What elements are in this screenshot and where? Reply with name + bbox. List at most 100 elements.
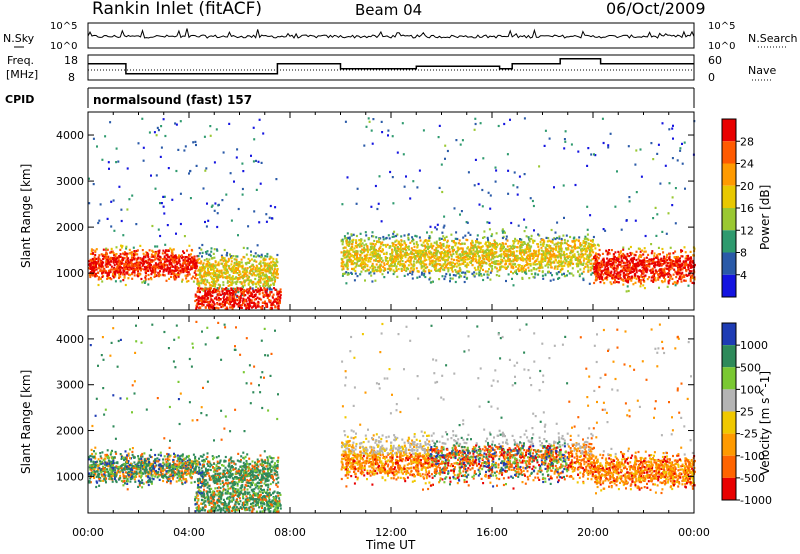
data-point bbox=[571, 267, 574, 270]
data-point bbox=[251, 270, 254, 273]
data-point bbox=[351, 254, 354, 257]
data-point bbox=[513, 263, 516, 266]
data-point bbox=[377, 250, 380, 253]
data-point bbox=[601, 263, 604, 266]
data-point bbox=[491, 264, 494, 268]
data-point bbox=[693, 263, 696, 267]
data-point bbox=[410, 266, 413, 269]
data-point bbox=[108, 261, 111, 264]
data-point bbox=[433, 248, 436, 252]
data-point bbox=[443, 263, 446, 266]
data-point bbox=[570, 272, 573, 275]
data-point bbox=[668, 265, 671, 268]
data-point bbox=[608, 260, 611, 263]
data-point bbox=[375, 263, 378, 266]
data-point bbox=[433, 256, 436, 259]
data-point bbox=[689, 250, 692, 253]
data-point bbox=[227, 284, 230, 287]
data-point bbox=[98, 264, 101, 267]
data-point bbox=[109, 270, 112, 274]
data-point bbox=[438, 238, 441, 241]
noise-panel-frame bbox=[87, 22, 695, 49]
data-point bbox=[134, 253, 137, 256]
data-point bbox=[517, 263, 520, 267]
data-point bbox=[480, 267, 482, 270]
data-point bbox=[417, 250, 420, 253]
data-point bbox=[259, 267, 262, 270]
data-point bbox=[478, 257, 481, 260]
data-point bbox=[505, 262, 507, 265]
data-point bbox=[485, 262, 488, 265]
data-point bbox=[541, 254, 544, 257]
data-point bbox=[491, 261, 493, 264]
data-point bbox=[172, 248, 175, 251]
data-point bbox=[622, 279, 625, 282]
data-point bbox=[683, 279, 686, 282]
data-point bbox=[360, 262, 363, 265]
data-point bbox=[186, 274, 189, 277]
data-point bbox=[610, 265, 613, 269]
data-point bbox=[275, 260, 278, 263]
data-point bbox=[413, 245, 416, 248]
data-point bbox=[137, 267, 140, 270]
data-point bbox=[268, 265, 271, 268]
data-point bbox=[371, 250, 374, 253]
data-point bbox=[582, 240, 585, 243]
data-point bbox=[535, 268, 538, 271]
data-point bbox=[174, 256, 177, 259]
data-point bbox=[544, 252, 547, 255]
data-point bbox=[391, 244, 394, 247]
data-point bbox=[628, 275, 630, 279]
data-point bbox=[348, 243, 351, 246]
data-point bbox=[167, 270, 170, 273]
data-point bbox=[132, 270, 135, 273]
data-point bbox=[184, 266, 187, 269]
data-point bbox=[494, 247, 497, 251]
data-point bbox=[185, 264, 188, 267]
data-point bbox=[257, 254, 260, 257]
data-point bbox=[391, 248, 393, 251]
data-point bbox=[155, 274, 158, 277]
data-point bbox=[498, 269, 501, 272]
data-point bbox=[233, 258, 236, 261]
data-point bbox=[412, 252, 415, 256]
data-point bbox=[448, 248, 451, 251]
data-point bbox=[231, 294, 234, 297]
data-point bbox=[411, 277, 414, 280]
data-point bbox=[545, 236, 548, 239]
data-point bbox=[623, 254, 626, 257]
data-point bbox=[153, 255, 156, 258]
data-point bbox=[232, 271, 235, 274]
data-point bbox=[190, 277, 193, 280]
data-point bbox=[593, 243, 595, 246]
data-point bbox=[462, 252, 464, 255]
data-point bbox=[550, 258, 553, 261]
data-point bbox=[93, 260, 96, 263]
data-point bbox=[245, 298, 248, 301]
data-point bbox=[122, 273, 125, 276]
data-point bbox=[522, 266, 525, 269]
data-point bbox=[128, 263, 131, 266]
data-point bbox=[222, 281, 225, 284]
data-point bbox=[428, 235, 431, 238]
data-point bbox=[215, 296, 218, 299]
data-point bbox=[597, 256, 600, 260]
data-point bbox=[594, 261, 597, 264]
data-point bbox=[183, 251, 186, 254]
data-point bbox=[119, 253, 122, 256]
data-point bbox=[626, 252, 629, 256]
data-point bbox=[370, 247, 373, 250]
data-point bbox=[219, 284, 222, 287]
data-point bbox=[644, 274, 647, 277]
data-point bbox=[147, 283, 150, 286]
data-point bbox=[620, 256, 623, 259]
data-point bbox=[456, 250, 459, 253]
data-point bbox=[222, 266, 225, 269]
data-point bbox=[117, 269, 120, 272]
data-point bbox=[497, 263, 500, 266]
data-point bbox=[204, 270, 207, 273]
data-point bbox=[183, 269, 186, 273]
data-point bbox=[461, 248, 464, 251]
data-point bbox=[273, 270, 276, 273]
data-point bbox=[676, 280, 679, 283]
